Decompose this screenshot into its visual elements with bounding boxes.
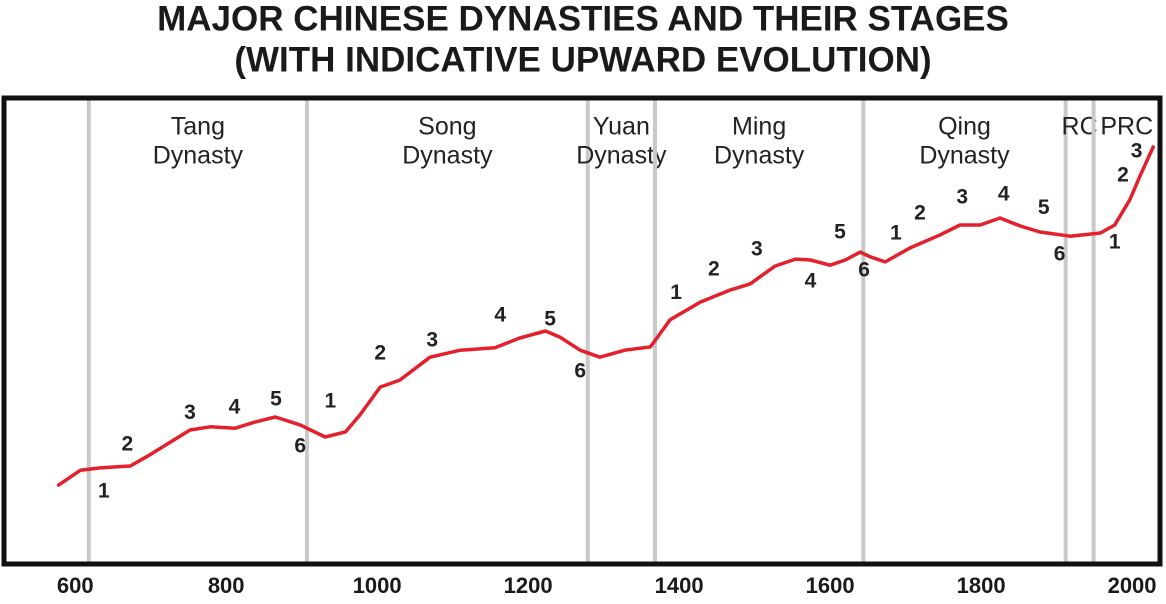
stage-label: 6 [294,434,306,457]
stage-label: 3 [956,185,968,208]
stage-label: 4 [229,396,241,419]
stage-label: 1 [325,390,337,413]
stage-label: 5 [544,307,556,330]
stage-label: 2 [121,433,133,456]
stage-label: 2 [374,341,386,364]
stage-label: 3 [184,401,196,424]
period-label: Dynasty [576,142,667,170]
x-tick-label: 800 [208,573,245,598]
stage-label: 1 [670,281,682,304]
stage-label: 6 [1054,242,1066,265]
x-tick-label: 1200 [504,573,553,598]
stage-label: 4 [494,304,506,327]
period-label: PRC [1100,113,1153,141]
stage-label: 1 [1109,230,1121,253]
x-tick-label: 1800 [957,573,1006,598]
plot-area: TangDynastySongDynastyYuanDynastyMingDyn… [56,98,1155,565]
period-label: Ming [732,113,786,141]
data-line [56,145,1155,487]
period-label: Dynasty [153,142,244,170]
stage-label: 5 [834,221,846,244]
stage-label: 3 [751,237,763,260]
stage-label: 6 [574,360,586,383]
stage-label: 2 [708,257,720,280]
x-tick-label: 600 [57,573,94,598]
period-label: Yuan [593,113,650,141]
stage-label: 2 [914,201,926,224]
period-label: Dynasty [714,142,805,170]
stage-label: 3 [1131,140,1143,163]
stage-label: 5 [270,388,282,411]
x-tick-label: 1600 [806,573,855,598]
period-label: Dynasty [919,142,1010,170]
stage-label: 3 [426,328,438,351]
stage-label: 1 [890,221,902,244]
stage-label: 4 [998,183,1010,206]
stage-label: 5 [1038,196,1050,219]
period-label: Dynasty [402,142,493,170]
period-label: Qing [938,113,991,141]
x-tick-label: 1000 [353,573,402,598]
x-tick-label: 1400 [655,573,704,598]
period-label: Tang [171,113,225,141]
plot-frame [1,95,1163,567]
period-label: Song [418,113,476,141]
x-tick-label: 2000 [1108,573,1157,598]
stage-label: 2 [1117,164,1129,187]
stage-label: 6 [858,258,870,281]
chart-subtitle: (WITH INDICATIVE UPWARD EVOLUTION) [234,40,931,79]
stage-label: 4 [805,270,817,293]
stage-label: 1 [98,480,110,503]
chart-title: MAJOR CHINESE DYNASTIES AND THEIR STAGES [157,0,1009,38]
